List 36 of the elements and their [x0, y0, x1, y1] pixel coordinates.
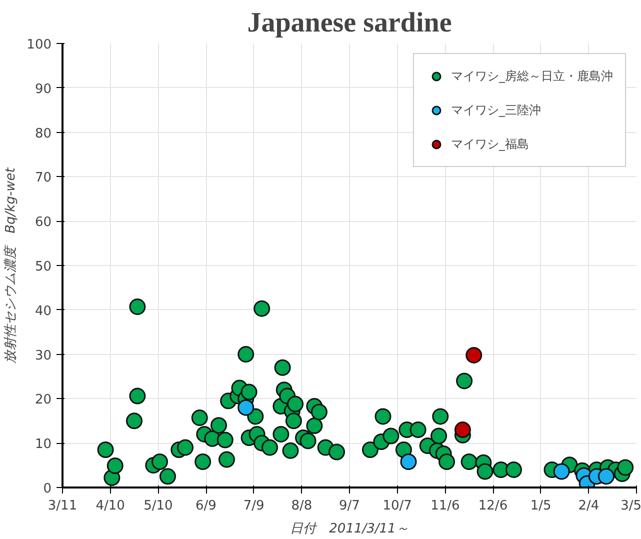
legend-label: マイワシ_福島 — [451, 136, 529, 152]
point — [238, 399, 254, 416]
y-tick-label: 70 — [34, 170, 52, 186]
y-tick-label: 10 — [34, 437, 52, 452]
y-tick-label: 100 — [26, 38, 52, 52]
point — [553, 463, 570, 480]
x-tick-label: 1/5 — [530, 498, 552, 514]
point — [466, 346, 482, 364]
y-tick-label: 40 — [34, 304, 52, 319]
x-tick-label: 7/9 — [243, 498, 264, 514]
x-tick-label: 3/5 — [620, 498, 641, 514]
y-tick-label: 90 — [34, 82, 52, 97]
x-tick-label: 4/10 — [96, 498, 125, 514]
y-tick-label: 60 — [34, 215, 52, 230]
y-tick-label: 50 — [34, 260, 52, 274]
chart-title: Japanese sardine — [247, 8, 452, 38]
x-tick-label: 6/9 — [196, 498, 216, 514]
legend-label: マイワシ_三陸沖 — [451, 102, 541, 118]
x-tick-label: 9/7 — [339, 498, 360, 514]
x-tick-label: 5/10 — [144, 498, 173, 514]
y-tick-label: 80 — [34, 126, 52, 142]
x-axis-title: 日付 2011/3/11～ — [290, 522, 409, 536]
y-tick-label: 30 — [34, 348, 52, 364]
x-tick-label: 2/4 — [578, 498, 600, 514]
y-axis-title: 放射性セシウム濃度 Bq/kg-wet — [2, 166, 19, 364]
point — [454, 422, 471, 438]
point — [598, 468, 614, 485]
y-tick-label: 0 — [43, 482, 52, 496]
legend-label: マイワシ_房総～日立・鹿島沖 — [451, 68, 613, 84]
x-tick-label: 3/11 — [48, 498, 78, 514]
x-tick-label: 12/6 — [478, 498, 508, 514]
x-tick-label: 8/8 — [291, 498, 312, 514]
x-tick-label: 11/6 — [430, 498, 460, 514]
x-tick-label: 10/7 — [382, 498, 412, 514]
y-tick-label: 20 — [34, 392, 52, 408]
point — [400, 454, 417, 470]
